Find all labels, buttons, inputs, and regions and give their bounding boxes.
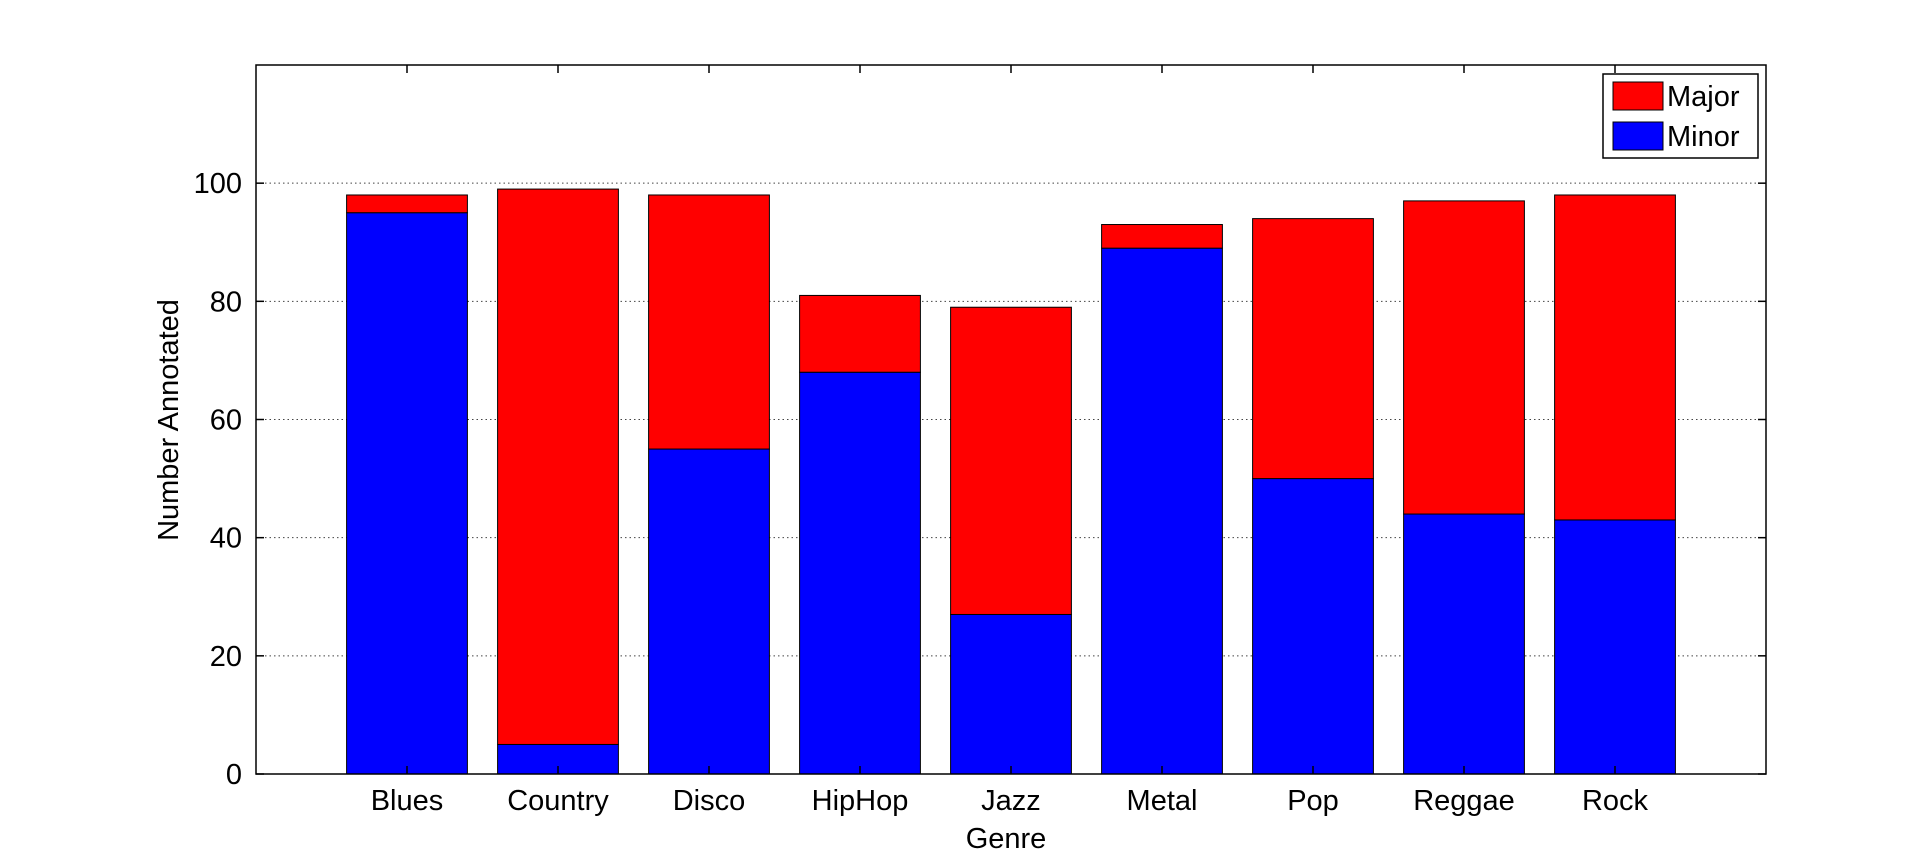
bar-major-reggae <box>1403 200 1525 515</box>
bar-major-hiphop <box>799 294 921 373</box>
y-tick-label: 20 <box>210 641 242 673</box>
x-tick-label: Jazz <box>981 785 1041 817</box>
bar-major-jazz <box>950 306 1072 615</box>
legend-swatch-minor <box>1612 121 1664 151</box>
bar-minor-rock <box>1554 519 1676 775</box>
axis-ticks: Blues Country Disco HipHop Jazz Metal Pop Regga… <box>194 65 1766 817</box>
bars <box>346 188 1676 775</box>
legend-label-minor: Minor <box>1667 121 1740 153</box>
bar-major-blues <box>346 194 468 214</box>
x-tick-label: Reggae <box>1413 785 1515 817</box>
bar-minor-hiphop <box>799 371 921 775</box>
legend-swatch-major <box>1612 81 1664 111</box>
legend-label-major: Major <box>1667 81 1740 113</box>
y-tick-label: 80 <box>210 286 242 318</box>
y-tick-label: 100 <box>194 168 242 200</box>
bar-minor-pop <box>1252 478 1374 775</box>
bar-major-disco <box>648 194 770 450</box>
bar-minor-disco <box>648 448 770 775</box>
legend: Major Minor <box>1602 73 1759 159</box>
bar-major-rock <box>1554 194 1676 521</box>
x-tick-label: Blues <box>371 785 444 817</box>
x-tick-label: Country <box>507 785 609 817</box>
x-tick-label: Pop <box>1287 785 1339 817</box>
bar-minor-blues <box>346 212 468 775</box>
bar-minor-reggae <box>1403 513 1525 775</box>
x-tick-label: Metal <box>1127 785 1198 817</box>
y-axis-title: Number Annotated <box>153 299 185 541</box>
x-tick-label: Disco <box>673 785 746 817</box>
bar-major-metal <box>1101 224 1223 249</box>
y-tick-label: 0 <box>226 759 242 791</box>
bar-major-country <box>497 188 619 745</box>
x-tick-label: Rock <box>1582 785 1649 817</box>
x-tick-label: HipHop <box>812 785 909 817</box>
y-tick-label: 60 <box>210 405 242 437</box>
x-axis-title: Genre <box>966 823 1047 855</box>
bar-minor-metal <box>1101 247 1223 775</box>
bar-major-pop <box>1252 218 1374 480</box>
y-tick-label: 40 <box>210 523 242 555</box>
bar-minor-jazz <box>950 613 1072 775</box>
